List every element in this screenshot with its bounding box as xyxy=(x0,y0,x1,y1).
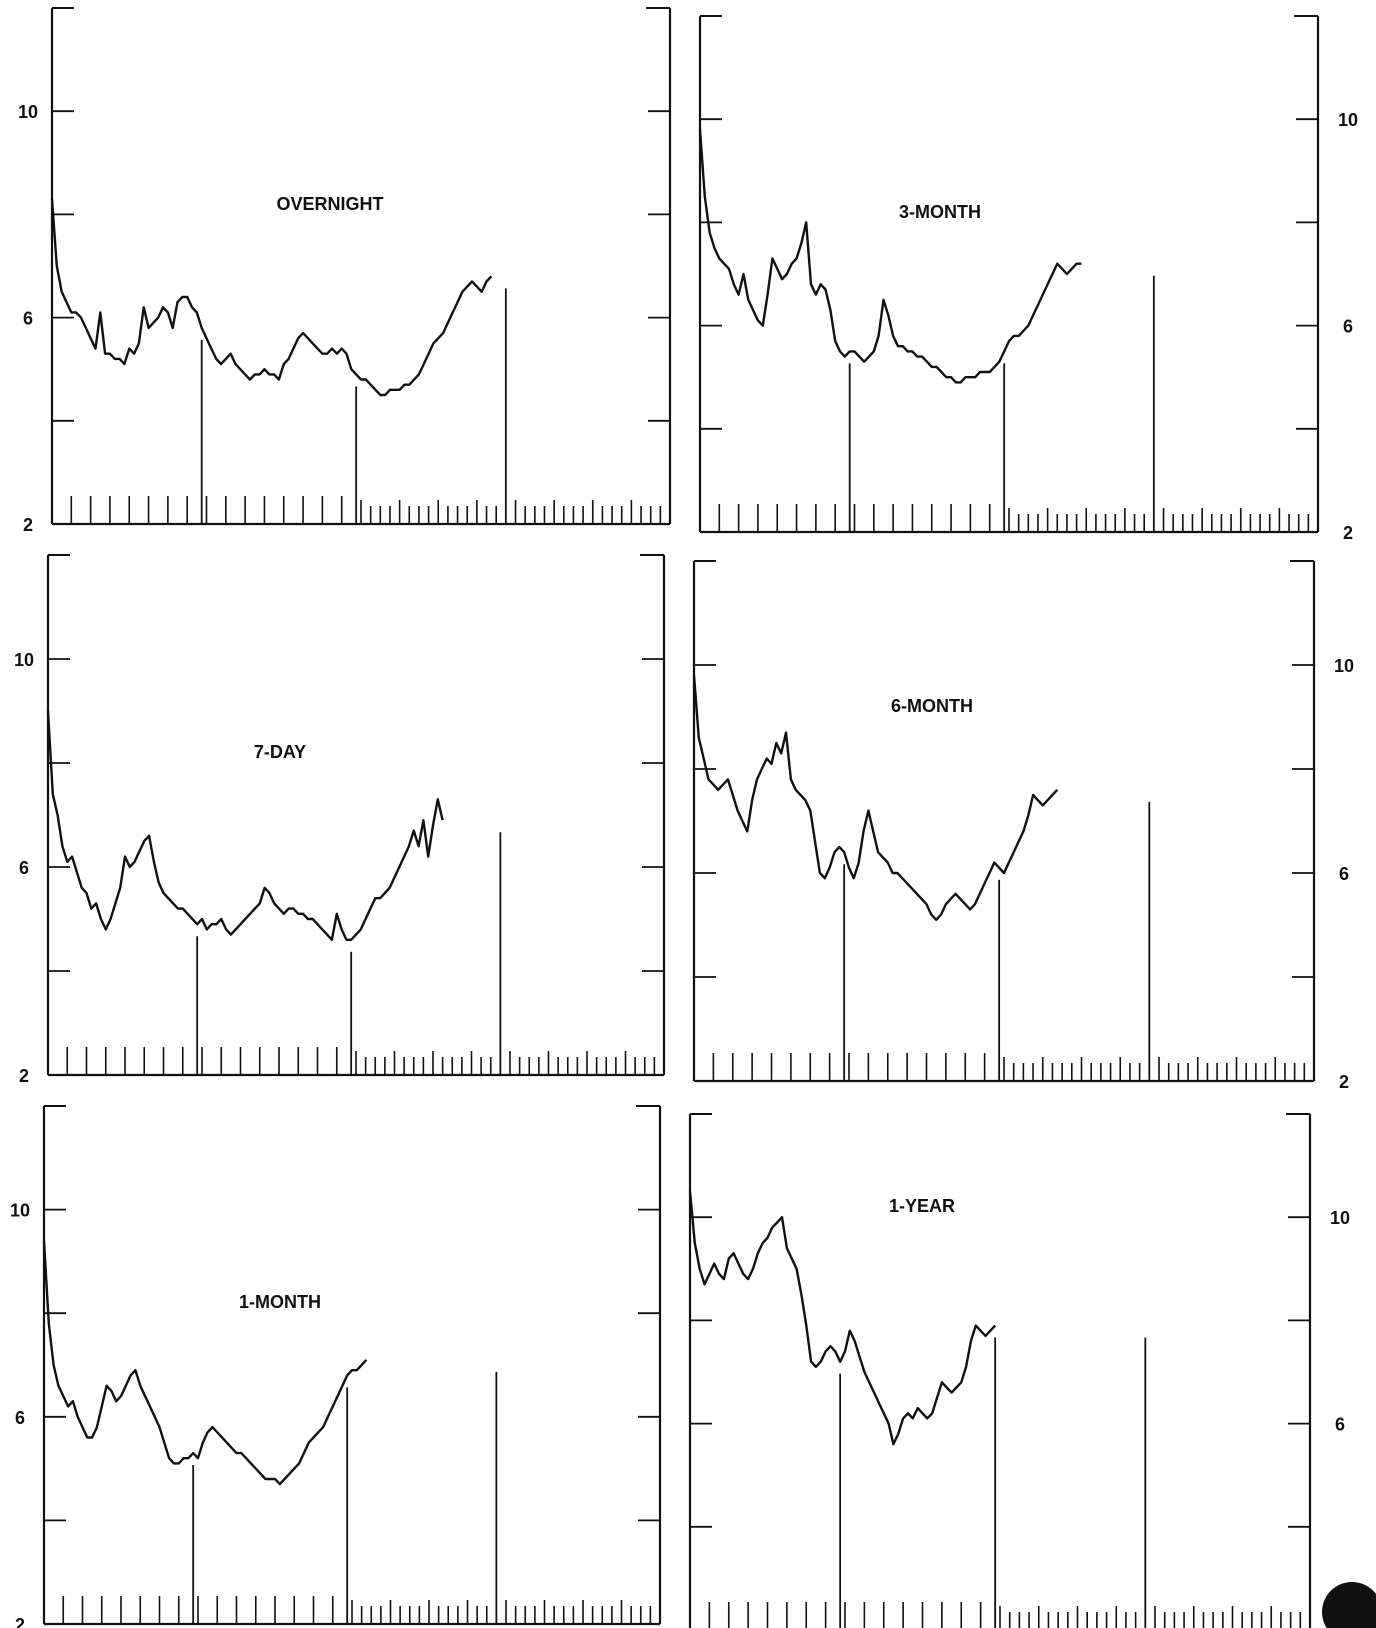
chart-panel-4: 10 6 2 6-MONTH xyxy=(692,560,1354,1092)
chart-panel-1: 10 6 2 OVERNIGHT xyxy=(18,7,672,535)
rate-line xyxy=(46,710,444,941)
chart-title: 3-MONTH xyxy=(899,202,981,222)
chart-title: 7-DAY xyxy=(254,742,306,762)
rate-line xyxy=(688,1191,997,1446)
y-tick-label: 6 xyxy=(1339,864,1349,884)
y-tick-label: 2 xyxy=(15,1615,25,1628)
chart-title: 1-MONTH xyxy=(239,1292,321,1312)
y-tick-label: 2 xyxy=(1339,1072,1349,1092)
y-tick-label: 10 xyxy=(18,102,38,122)
y-tick-label: 2 xyxy=(1343,523,1353,543)
rate-line xyxy=(42,1240,368,1486)
scan-blot xyxy=(1322,1582,1376,1628)
y-tick-label: 6 xyxy=(1343,317,1353,337)
y-tick-label: 10 xyxy=(1334,656,1354,676)
chart-panel-3: 10 6 2 7-DAY xyxy=(14,554,666,1086)
y-tick-label: 10 xyxy=(1330,1208,1350,1228)
y-tick-label: 10 xyxy=(10,1201,30,1221)
chart-title: 6-MONTH xyxy=(891,696,973,716)
y-tick-label: 10 xyxy=(14,650,34,670)
y-tick-label: 10 xyxy=(1338,110,1358,130)
y-tick-label: 6 xyxy=(23,309,33,329)
chart-title: OVERNIGHT xyxy=(276,194,383,214)
y-tick-label: 6 xyxy=(1335,1415,1345,1435)
y-tick-label: 2 xyxy=(19,1066,29,1086)
rate-line xyxy=(698,129,1082,384)
chart-title: 1-YEAR xyxy=(889,1196,955,1216)
rate-line xyxy=(50,198,493,397)
rate-line xyxy=(692,675,1059,921)
chart-panel-2: 10 6 2 3-MONTH xyxy=(698,15,1358,543)
y-tick-label: 6 xyxy=(15,1408,25,1428)
chart-panel-5: 10 6 2 1-MONTH xyxy=(10,1105,662,1628)
y-tick-label: 6 xyxy=(19,858,29,878)
y-tick-label: 2 xyxy=(23,515,33,535)
